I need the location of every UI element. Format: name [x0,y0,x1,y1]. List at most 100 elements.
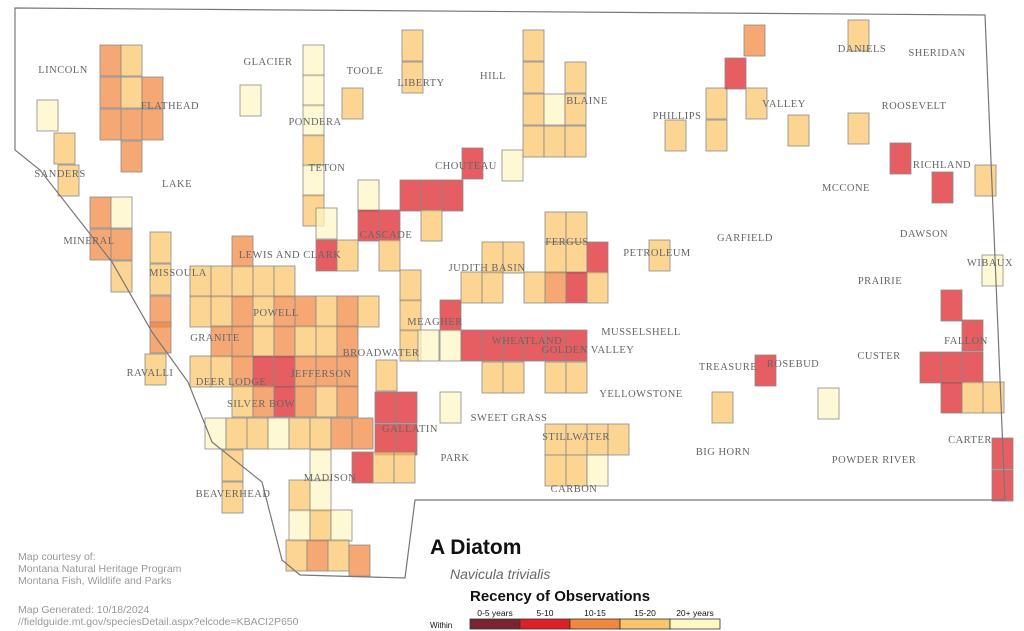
county-label: FALLON [944,336,988,347]
observation-cell [315,295,338,328]
observation-cell [399,179,422,212]
observation-cell [522,125,545,158]
county-label: CHOUTEAU [435,161,497,172]
observation-cell [372,451,395,484]
observation-cell [981,254,1004,287]
observation-cell [309,509,332,542]
species-name: Navicula trivialis [450,566,550,582]
observation-cell [231,265,254,298]
observation-cell [501,149,524,182]
observation-cell [336,295,359,328]
observation-cell [940,289,963,322]
county-label: GOLDEN VALLEY [542,345,635,356]
county-label: FLATHEAD [141,101,199,112]
observation-cell [246,417,269,450]
observation-layer [36,19,1014,577]
observation-cell [460,329,483,362]
observation-cell [294,385,317,418]
observation-cell [231,295,254,328]
observation-cell [120,44,143,77]
observation-cell [439,329,462,362]
observation-cell [357,295,380,328]
observation-cell [309,417,332,450]
county-label: HILL [480,71,506,82]
county-label: PETROLEUM [623,248,691,259]
county-label: CARTER [948,435,992,446]
observation-cell [544,361,567,394]
observation-cell [565,454,588,487]
county-label: PONDERA [288,117,341,128]
observation-cell [523,271,546,304]
observation-cell [144,353,167,386]
county-label: POWDER RIVER [832,455,916,466]
legend-label: 5-10 [536,608,553,618]
county-label: STILLWATER [542,432,610,443]
county-label: LEWIS AND CLARK [239,250,342,261]
observation-cell [288,509,311,542]
observation-cell [99,44,122,77]
map-title: A Diatom [430,536,521,559]
county-label: LIBERTY [397,78,444,89]
observation-cell [110,196,133,229]
observation-cell [141,108,164,141]
source-url: //fieldguide.mt.gov/speciesDetail.aspx?e… [18,616,299,628]
county-label: LINCOLN [38,65,88,76]
observation-cell [239,84,262,117]
county-label: TOOLE [347,66,384,77]
observation-cell [252,265,275,298]
legend-label: 15-20 [634,608,656,618]
observation-cell [302,44,325,77]
observation-cell [847,19,870,52]
observation-cell [189,295,212,328]
observation-cell [705,119,728,152]
observation-cell [273,325,296,358]
legend-title: Recency of Observations [470,588,650,605]
observation-cell [288,417,311,450]
observation-cell [225,417,248,450]
observation-cell [564,93,587,126]
observation-cell [341,87,364,120]
observation-cell [705,87,728,120]
observation-cell [36,99,59,132]
credit-line: Montana Fish, Wildlife and Parks [18,575,171,587]
county-label: MCCONE [822,183,870,194]
observation-cell [931,171,954,204]
observation-cell [120,140,143,173]
observation-cell [375,359,398,392]
observation-cell [502,241,525,274]
legend-label: 0-5 years [477,608,512,618]
legend-swatch [469,618,521,630]
observation-cell [974,164,997,197]
observation-cell [141,76,164,109]
county-label: MINERAL [63,236,114,247]
observation-cell [351,417,374,450]
observation-cell [586,271,609,304]
observation-cell [99,76,122,109]
county-label: GLACIER [244,57,293,68]
observation-cell [544,271,567,304]
observation-cell [315,325,338,358]
observation-cell [586,454,609,487]
observation-cell [315,385,338,418]
county-label: GRANITE [190,333,240,344]
legend-label: 20+ years [676,608,714,618]
county-label: YELLOWSTONE [599,389,682,400]
county-label: ROSEBUD [767,359,820,370]
observation-cell [460,271,483,304]
observation-cell [395,391,418,424]
county-label: GARFIELD [717,233,773,244]
observation-cell [522,29,545,62]
county-label: MUSSELSHELL [601,327,681,338]
county-label: BIG HORN [696,447,750,458]
county-label: MADISON [304,473,357,484]
observation-cell [754,354,777,387]
observation-cell [940,351,963,384]
county-label: FERGUS [545,237,588,248]
observation-cell [564,61,587,94]
observation-cell [564,125,587,158]
legend-swatch [519,618,571,630]
legend-label: 10-15 [584,608,606,618]
county-label: RICHLAND [913,160,971,171]
observation-cell [401,61,424,94]
